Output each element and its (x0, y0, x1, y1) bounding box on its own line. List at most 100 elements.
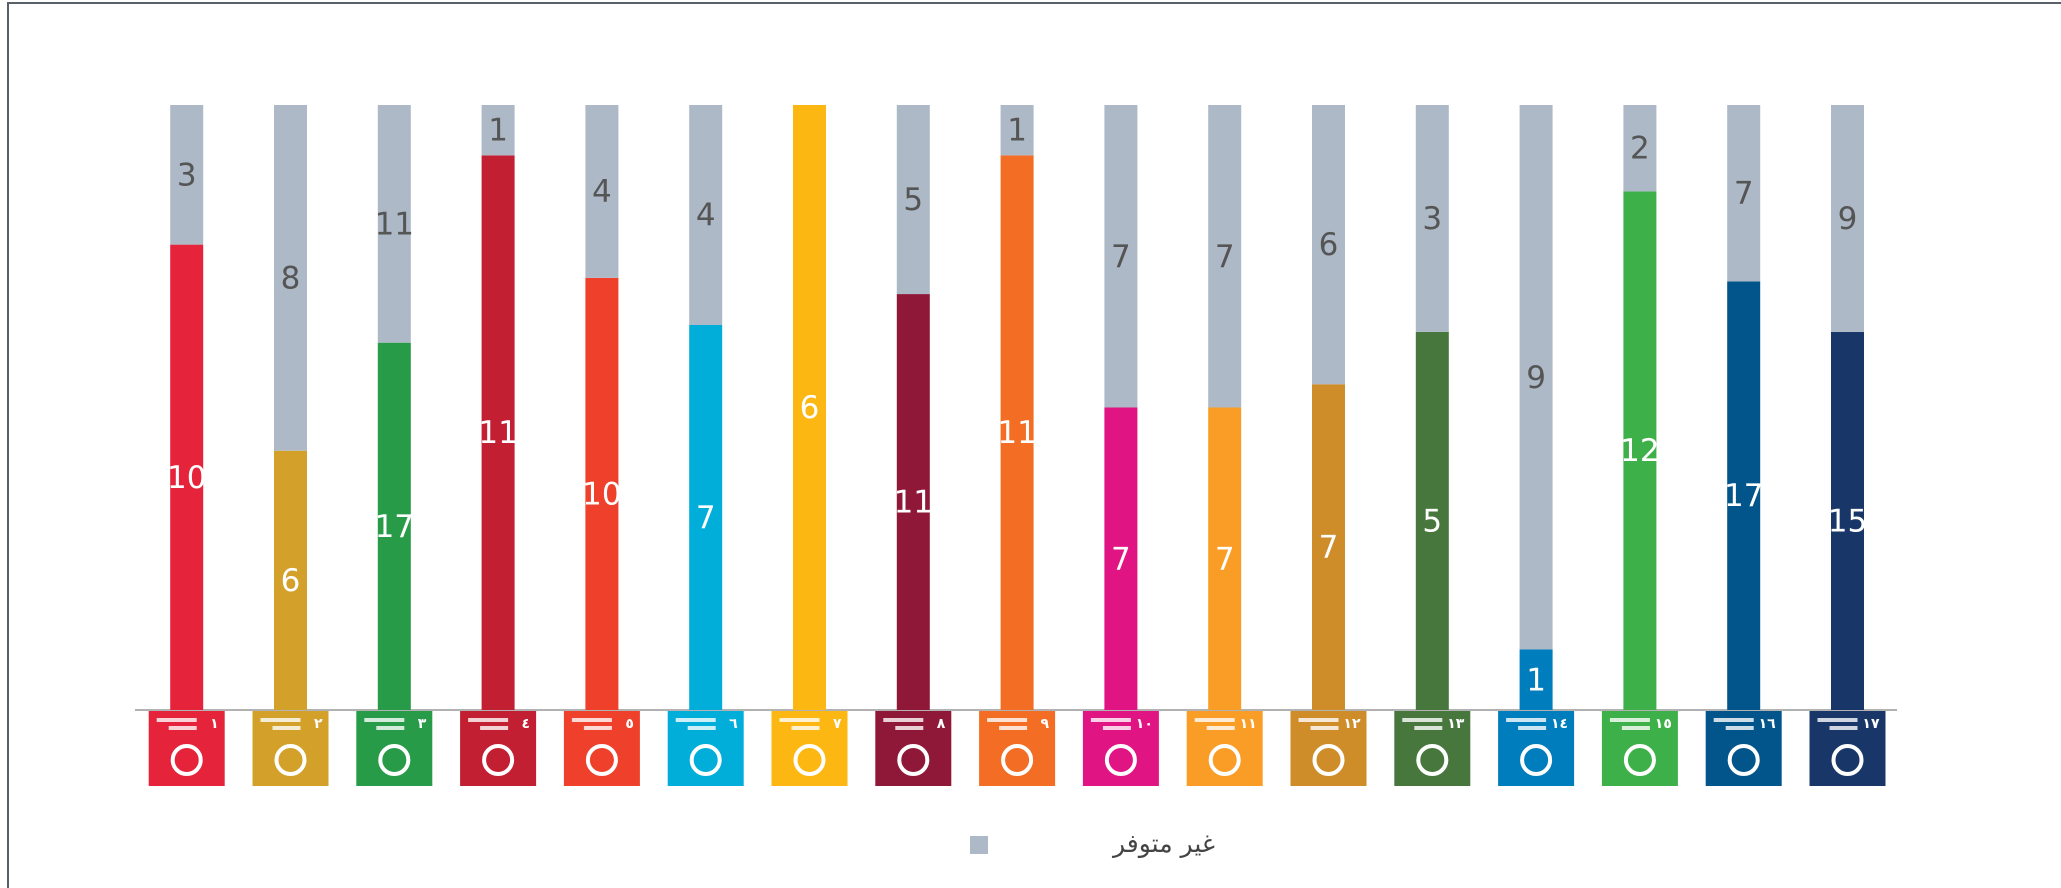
bar-segment (1519, 105, 1553, 650)
icon-text (987, 718, 1028, 722)
icon-text (1298, 718, 1339, 722)
x-tick-label: ٩ (1041, 716, 1050, 732)
value-label: 6 (1319, 227, 1339, 263)
x-tick-label: ٧ (833, 716, 842, 732)
icon-glyph (1623, 744, 1656, 776)
icon-glyph (1520, 744, 1553, 776)
bar-segment (1208, 407, 1242, 710)
icon-text (272, 726, 301, 730)
value-label: 7 (1734, 176, 1754, 212)
bar-segment (1623, 105, 1657, 192)
value-label: 9 (1526, 360, 1546, 396)
bar-segment (1727, 281, 1761, 710)
value-label: 1 (1007, 113, 1027, 149)
bar-segment (793, 105, 826, 710)
value-label: 7 (1111, 239, 1131, 275)
value-label: 11 (894, 485, 933, 521)
bar-segment (1312, 105, 1345, 385)
x-tick-label: ١٥ (1655, 716, 1672, 732)
icon-text (779, 718, 820, 722)
icon-glyph (1208, 744, 1241, 776)
bar-segment (170, 105, 204, 245)
icon-glyph (274, 744, 307, 776)
bar-segment (1000, 105, 1034, 156)
bar-segment (1519, 649, 1553, 710)
bar-segment (481, 105, 515, 156)
bar-segment (1831, 105, 1864, 332)
icon-glyph (585, 744, 618, 776)
x-tick-label: ٥ (625, 716, 634, 732)
icon-text (1725, 726, 1754, 730)
value-label: 5 (903, 182, 923, 218)
value-label: 3 (177, 157, 197, 193)
value-label: 7 (696, 500, 716, 536)
bar-segment (170, 244, 204, 710)
icon-text (1310, 726, 1339, 730)
value-label: 4 (696, 198, 716, 234)
bar-segment (689, 325, 723, 710)
icon-text (1506, 718, 1547, 722)
x-tick-label: ٨ (937, 716, 946, 732)
value-label: 1 (1526, 662, 1546, 698)
icon-text (1609, 718, 1650, 722)
value-label: 2 (1630, 131, 1650, 167)
bar-segment (481, 155, 515, 710)
icon-text (1817, 718, 1858, 722)
value-label: 10 (582, 476, 621, 512)
value-label: 7 (1319, 530, 1339, 566)
bar-segment (1727, 105, 1761, 282)
value-label: 5 (1422, 503, 1442, 539)
icon-text (675, 718, 716, 722)
x-tick-label: ٤ (522, 716, 531, 732)
icon-text (1621, 726, 1650, 730)
icon-text (1102, 726, 1131, 730)
icon-text (480, 726, 509, 730)
x-tick-label: ١٦ (1759, 716, 1777, 732)
icon-text (1194, 718, 1235, 722)
icon-glyph (170, 744, 203, 776)
icon-glyph (1727, 744, 1760, 776)
icon-glyph (1104, 744, 1137, 776)
x-tick-label: ١ (210, 716, 219, 732)
icon-text (571, 718, 612, 722)
value-label: 15 (1828, 503, 1867, 539)
icon-glyph (378, 744, 411, 776)
icon-text (376, 726, 405, 730)
frame (7, 2, 2061, 888)
legend-swatch (970, 836, 988, 854)
value-label: 17 (375, 509, 414, 545)
icon-text (1713, 718, 1754, 722)
value-label: 1 (488, 113, 508, 149)
value-label: 6 (800, 390, 820, 426)
icon-glyph (1001, 744, 1034, 776)
bar-segment (1104, 105, 1138, 408)
icon-glyph (1831, 744, 1864, 776)
value-label: 3 (1422, 201, 1442, 237)
x-tick-label: ٢ (314, 716, 323, 732)
icon-glyph (1312, 744, 1345, 776)
x-tick-label: ١٤ (1551, 716, 1568, 732)
icon-glyph (897, 744, 930, 776)
value-label: 6 (281, 563, 301, 599)
bar-segment (1312, 384, 1345, 710)
value-label: 7 (1111, 541, 1131, 577)
x-tick-label: ١١ (1240, 716, 1257, 732)
icon-glyph (1416, 744, 1449, 776)
icon-text (468, 718, 509, 722)
x-tick-label: ١٠ (1136, 716, 1153, 732)
x-tick-label: ٦ (729, 716, 738, 732)
bar-segment (274, 450, 307, 710)
icon-text (1829, 726, 1858, 730)
icon-text (1090, 718, 1131, 722)
value-label: 8 (281, 260, 301, 296)
icon-glyph (689, 744, 722, 776)
icon-text (1518, 726, 1547, 730)
icon-glyph (793, 744, 826, 776)
icon-glyph (482, 744, 515, 776)
value-label: 4 (592, 174, 612, 210)
icon-text (156, 718, 197, 722)
icon-text (999, 726, 1028, 730)
x-tick-label: ١٧ (1862, 716, 1880, 732)
value-label: 12 (1620, 433, 1659, 469)
value-label: 10 (167, 460, 206, 496)
